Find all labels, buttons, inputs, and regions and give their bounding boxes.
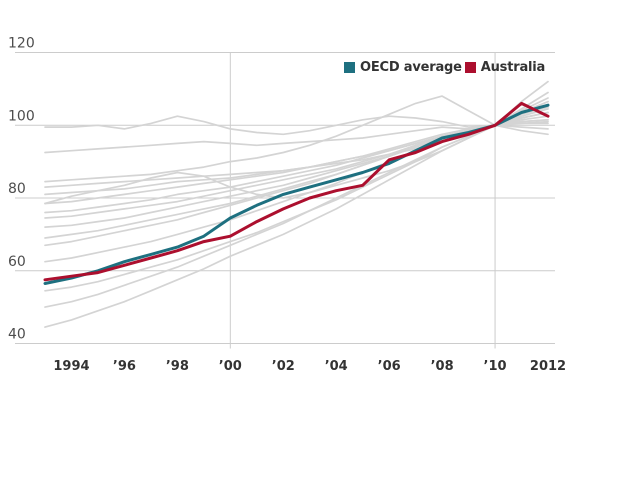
y-tick-label-120: 120 bbox=[8, 36, 35, 52]
x-tick-label-2010: ’10 bbox=[484, 359, 507, 374]
x-tick-label-2004: ’04 bbox=[325, 359, 348, 374]
y-tick-label-40: 40 bbox=[8, 327, 26, 343]
x-tick-label-1996: ’96 bbox=[113, 359, 136, 374]
series-line-background-3 bbox=[44, 95, 549, 183]
x-tick-label-1998: ’98 bbox=[166, 359, 189, 374]
y-tick-label-80: 80 bbox=[8, 181, 26, 197]
legend-label-oecd-average: OECD average bbox=[360, 60, 462, 75]
series-line-australia bbox=[43, 101, 550, 282]
series-line-background-12 bbox=[44, 97, 549, 247]
series-line-background-2 bbox=[44, 120, 549, 154]
x-tick-label-1994: 1994 bbox=[53, 359, 89, 374]
x-tick-label-2000: ’00 bbox=[219, 359, 242, 374]
series-line-background-1 bbox=[44, 115, 549, 136]
y-tick-label-60: 60 bbox=[8, 254, 26, 270]
series-line-background-16 bbox=[44, 80, 549, 328]
legend-label-australia: Australia bbox=[480, 60, 546, 75]
series-line-background-7 bbox=[44, 122, 549, 205]
series-line-oecd-average bbox=[43, 103, 550, 285]
chart-legend: OECD average Australia bbox=[344, 60, 545, 75]
oecd-average-swatch-icon bbox=[344, 62, 355, 73]
australia-swatch-icon bbox=[464, 62, 476, 73]
legend-item-australia: Australia bbox=[464, 60, 546, 75]
y-tick-label-100: 100 bbox=[8, 108, 35, 124]
legend-item-oecd-average: OECD average bbox=[344, 60, 462, 75]
x-tick-label-2012: 2012 bbox=[530, 359, 566, 374]
x-tick-label-2002: ’02 bbox=[272, 359, 295, 374]
x-tick-label-2006: ’06 bbox=[378, 359, 401, 374]
x-tick-label-2008: ’08 bbox=[431, 359, 454, 374]
series-line-background-15 bbox=[44, 91, 549, 308]
